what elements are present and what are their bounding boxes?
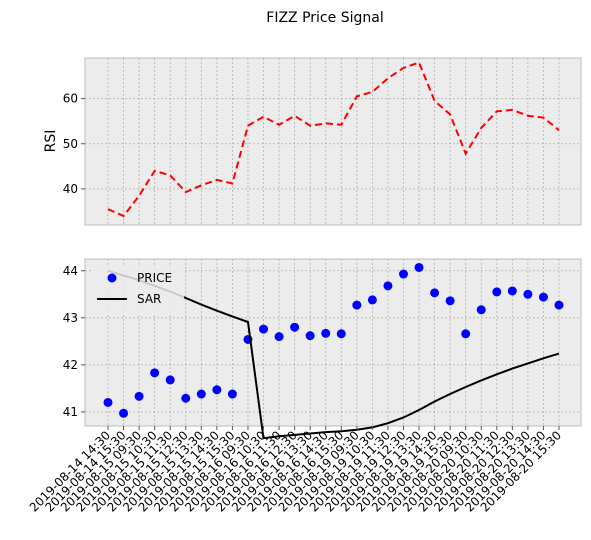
price-series-0-point [196, 389, 206, 399]
rsi-panel: 40 50 60 RSI [43, 57, 582, 226]
legend: PRICE SAR [92, 265, 184, 313]
price-series-0-point [227, 389, 237, 399]
rsi-grid [85, 58, 581, 225]
price-series-0-point [430, 288, 440, 298]
legend-price-label: PRICE [137, 271, 172, 285]
rsi-y-tick-label: 60 [63, 92, 78, 106]
price-y-tick-label: 44 [63, 264, 78, 278]
price-series-0-point [290, 322, 300, 332]
rsi-y-tick-label: 50 [63, 137, 78, 151]
price-series-0-point [538, 292, 548, 302]
price-series-0-point [103, 397, 113, 407]
rsi-y-axis-label: RSI [43, 130, 59, 153]
price-series-0-point [305, 331, 315, 341]
price-series-0-point [461, 329, 471, 339]
price-y-ticks: 41 42 43 44 [63, 264, 85, 419]
chart-title: FIZZ Price Signal [266, 10, 383, 26]
rsi-y-ticks: 40 50 60 [63, 92, 85, 196]
price-series-0-point [523, 289, 533, 299]
price-series-0-point [181, 393, 191, 403]
price-series-0-point [212, 385, 222, 395]
price-series-0-point [274, 332, 284, 342]
rsi-series-0-line [107, 61, 560, 218]
price-series-0-point [414, 262, 424, 272]
rsi-plot-area [84, 57, 582, 226]
price-series-0-point [492, 287, 502, 297]
rsi-y-tick-label: 40 [63, 182, 78, 196]
price-series-0-point [321, 328, 331, 338]
price-series-0-point [336, 329, 346, 339]
price-series-0-point [507, 286, 517, 296]
price-series-0-point [259, 324, 269, 334]
legend-box [92, 265, 184, 313]
price-y-tick-label: 41 [63, 405, 78, 419]
price-y-tick-label: 43 [63, 311, 78, 325]
legend-sar-label: SAR [137, 292, 161, 306]
price-series-0-point [352, 300, 362, 310]
price-series-0-point [134, 391, 144, 401]
price-series-0-point [383, 281, 393, 291]
rsi-series [107, 61, 560, 218]
price-series-0-point [476, 305, 486, 315]
price-series-0-point [445, 296, 455, 306]
price-series-0-point [398, 269, 408, 279]
price-series-0-point [554, 300, 564, 310]
price-series-0-point [150, 368, 160, 378]
price-series-0-point [367, 295, 377, 305]
price-y-tick-label: 42 [63, 358, 78, 372]
price-grid [85, 259, 581, 426]
legend-price-marker [107, 273, 117, 283]
price-series-0-point [119, 408, 129, 418]
price-series-0-point [165, 375, 175, 385]
